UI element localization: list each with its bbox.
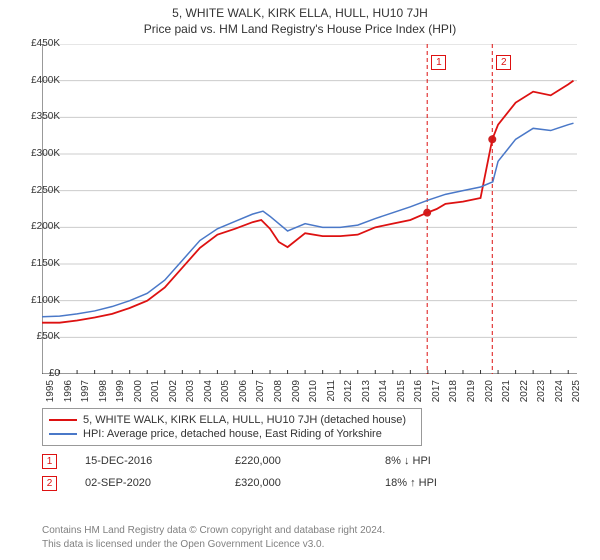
- x-tick-label: 2014: [378, 380, 389, 410]
- x-tick-label: 2016: [413, 380, 424, 410]
- y-tick-label: £150K: [5, 258, 60, 269]
- transaction-date-1: 15-DEC-2016: [85, 455, 235, 467]
- x-tick-label: 2011: [326, 380, 337, 410]
- x-tick-label: 2024: [554, 380, 565, 410]
- x-tick-label: 2001: [150, 380, 161, 410]
- x-tick-label: 1996: [63, 380, 74, 410]
- x-tick-label: 2002: [168, 380, 179, 410]
- x-tick-label: 2017: [431, 380, 442, 410]
- x-tick-label: 2004: [203, 380, 214, 410]
- transaction-marker-2: 2: [42, 476, 57, 491]
- y-tick-label: £400K: [5, 75, 60, 86]
- transaction-delta-1: 8% ↓ HPI: [385, 455, 535, 467]
- x-tick-label: 2008: [273, 380, 284, 410]
- x-tick-label: 2005: [220, 380, 231, 410]
- x-tick-label: 2022: [519, 380, 530, 410]
- x-tick-label: 2010: [308, 380, 319, 410]
- x-tick-label: 2025: [571, 380, 582, 410]
- chart-svg: [42, 44, 577, 374]
- x-tick-label: 2007: [255, 380, 266, 410]
- chart-plot-area: [42, 44, 577, 374]
- chart-title: 5, WHITE WALK, KIRK ELLA, HULL, HU10 7JH: [0, 0, 600, 20]
- transaction-delta-2: 18% ↑ HPI: [385, 477, 535, 489]
- x-tick-label: 2020: [484, 380, 495, 410]
- y-tick-label: £100K: [5, 295, 60, 306]
- x-tick-label: 2013: [361, 380, 372, 410]
- x-tick-label: 2019: [466, 380, 477, 410]
- chart-callout: 1: [431, 55, 446, 70]
- x-tick-label: 2021: [501, 380, 512, 410]
- transaction-marker-1: 1: [42, 454, 57, 469]
- y-tick-label: £250K: [5, 185, 60, 196]
- transaction-price-1: £220,000: [235, 455, 385, 467]
- x-tick-label: 2015: [396, 380, 407, 410]
- footer-line-2: This data is licensed under the Open Gov…: [42, 538, 385, 552]
- transaction-row-2: 2 02-SEP-2020 £320,000 18% ↑ HPI: [42, 472, 535, 494]
- legend-box: 5, WHITE WALK, KIRK ELLA, HULL, HU10 7JH…: [42, 408, 422, 446]
- y-tick-label: £350K: [5, 111, 60, 122]
- y-tick-label: £0: [5, 368, 60, 379]
- legend-swatch-property: [49, 419, 77, 421]
- footer-attribution: Contains HM Land Registry data © Crown c…: [42, 524, 385, 551]
- x-tick-label: 1997: [80, 380, 91, 410]
- legend-row-hpi: HPI: Average price, detached house, East…: [49, 427, 415, 441]
- x-tick-label: 2012: [343, 380, 354, 410]
- transaction-row-1: 1 15-DEC-2016 £220,000 8% ↓ HPI: [42, 450, 535, 472]
- y-tick-label: £450K: [5, 38, 60, 49]
- legend-label-property: 5, WHITE WALK, KIRK ELLA, HULL, HU10 7JH…: [83, 414, 406, 426]
- x-tick-label: 2006: [238, 380, 249, 410]
- x-tick-label: 1998: [98, 380, 109, 410]
- y-tick-label: £50K: [5, 331, 60, 342]
- chart-callout: 2: [496, 55, 511, 70]
- y-tick-label: £300K: [5, 148, 60, 159]
- x-tick-label: 2009: [291, 380, 302, 410]
- x-tick-label: 2023: [536, 380, 547, 410]
- transaction-date-2: 02-SEP-2020: [85, 477, 235, 489]
- transaction-price-2: £320,000: [235, 477, 385, 489]
- legend-row-property: 5, WHITE WALK, KIRK ELLA, HULL, HU10 7JH…: [49, 413, 415, 427]
- footer-line-1: Contains HM Land Registry data © Crown c…: [42, 524, 385, 538]
- x-tick-label: 1999: [115, 380, 126, 410]
- legend-label-hpi: HPI: Average price, detached house, East…: [83, 428, 382, 440]
- y-tick-label: £200K: [5, 221, 60, 232]
- chart-subtitle: Price paid vs. HM Land Registry's House …: [0, 20, 600, 40]
- x-tick-label: 2003: [185, 380, 196, 410]
- x-tick-label: 2018: [448, 380, 459, 410]
- legend-swatch-hpi: [49, 433, 77, 435]
- transaction-table: 1 15-DEC-2016 £220,000 8% ↓ HPI 2 02-SEP…: [42, 450, 535, 494]
- x-tick-label: 1995: [45, 380, 56, 410]
- x-tick-label: 2000: [133, 380, 144, 410]
